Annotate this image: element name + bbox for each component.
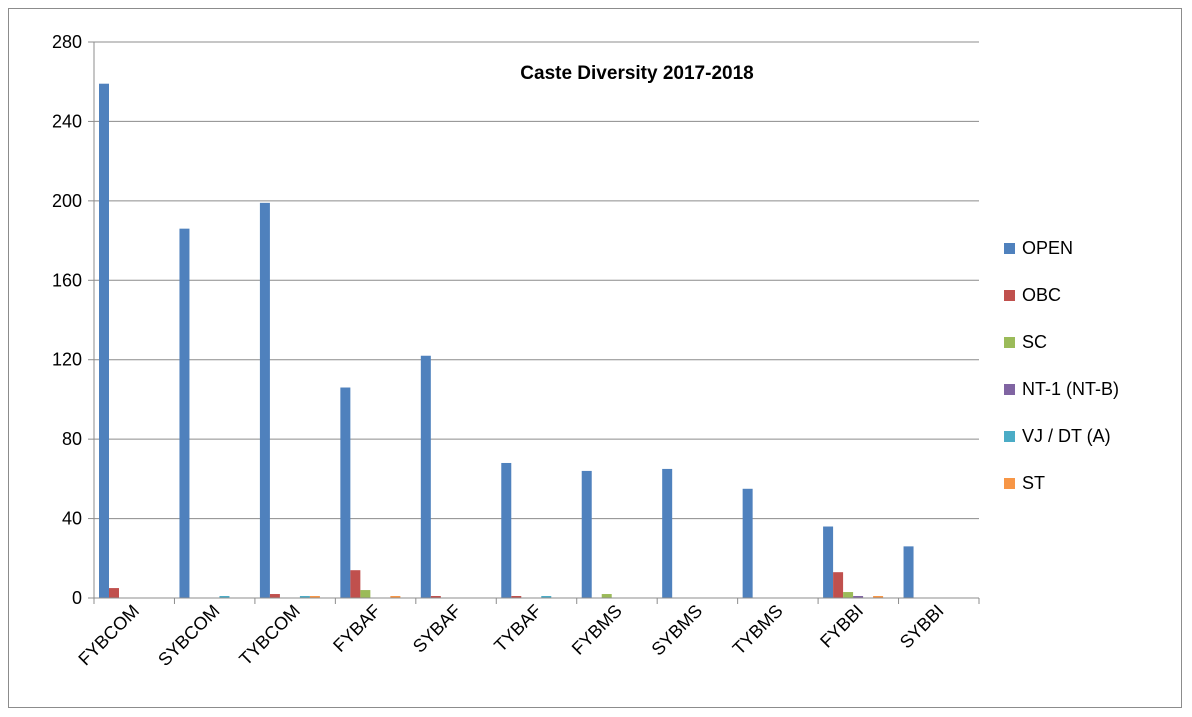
y-tick-label: 280 — [52, 32, 82, 52]
x-tick-label: TYBAF — [490, 601, 545, 656]
bar-obc-fybaf — [350, 570, 361, 598]
x-tick-label: FYBBI — [816, 601, 867, 652]
y-tick-label: 40 — [62, 509, 82, 529]
bar-vj-dt-a--tybaf — [541, 596, 552, 598]
bar-obc-fybbi — [833, 572, 844, 598]
x-tick-label: FYBAF — [329, 601, 384, 656]
bars — [99, 83, 914, 599]
y-tick-label: 80 — [62, 429, 82, 449]
bar-open-tybcom — [259, 202, 270, 599]
y-tick-label: 200 — [52, 191, 82, 211]
y-axis-ticks: 0 40 80 120 160 200 240 280 — [52, 32, 94, 608]
bar-open-fybbi — [823, 526, 834, 598]
x-tick-label: SYBCOM — [154, 601, 223, 670]
x-tick-label: SYBAF — [409, 601, 465, 657]
legend: OPEN OBC SC NT-1 (NT-B) VJ / DT (A) ST — [1004, 238, 1119, 493]
bar-obc-tybaf — [511, 596, 522, 598]
bar-open-tybaf — [501, 462, 512, 598]
y-tick-label: 240 — [52, 111, 82, 131]
bar-obc-sybaf — [430, 596, 441, 598]
legend-swatch — [1004, 290, 1015, 301]
bar-open-sybcom — [179, 228, 190, 598]
bar-vj-dt-a--sybcom — [219, 596, 230, 598]
x-tick-label: SYBMS — [648, 601, 707, 660]
bar-obc-tybcom — [269, 594, 280, 598]
bar-vj-dt-a--tybcom — [299, 596, 310, 598]
chart-frame: 0 40 80 120 160 200 240 280 FYBCOM SYBCOM TYBCOM F… — [8, 8, 1182, 708]
y-tick-label: 120 — [52, 350, 82, 370]
legend-label: OBC — [1022, 285, 1061, 305]
legend-swatch — [1004, 243, 1015, 254]
legend-swatch — [1004, 478, 1015, 489]
bar-sc-fybms — [601, 594, 612, 598]
gridlines — [94, 41, 979, 520]
bar-st-fybbi — [873, 596, 884, 598]
bar-open-fybcom — [99, 83, 109, 598]
legend-swatch — [1004, 337, 1015, 348]
legend-swatch — [1004, 431, 1015, 442]
bar-open-fybaf — [340, 387, 351, 598]
legend-label: NT-1 (NT-B) — [1022, 379, 1119, 399]
x-tick-label: SYBBI — [896, 601, 948, 653]
bar-nt-1-nt-b--fybbi — [853, 596, 864, 598]
y-tick-label: 0 — [72, 588, 82, 608]
chart-title: Caste Diversity 2017-2018 — [520, 63, 753, 84]
x-tick-label: TYBMS — [729, 601, 787, 659]
bar-open-fybms — [581, 470, 592, 598]
axes — [93, 42, 979, 599]
legend-label: SC — [1022, 332, 1047, 352]
x-tick-label: FYBCOM — [74, 601, 143, 670]
legend-swatch — [1004, 384, 1015, 395]
bar-st-fybaf — [390, 596, 401, 598]
x-axis-ticks: FYBCOM SYBCOM TYBCOM FYBAF SYBAF TYBAF FYBMS SY… — [74, 598, 980, 670]
legend-label: VJ / DT (A) — [1022, 426, 1111, 446]
bar-obc-fybcom — [109, 588, 119, 598]
x-tick-label: TYBCOM — [235, 601, 304, 670]
bar-st-tybcom — [309, 596, 320, 598]
x-tick-label: FYBMS — [568, 601, 626, 659]
legend-label: OPEN — [1022, 238, 1073, 258]
bar-open-sybaf — [420, 355, 431, 598]
legend-label: ST — [1022, 473, 1045, 493]
y-tick-label: 160 — [52, 270, 82, 290]
bar-sc-fybbi — [843, 592, 854, 598]
bar-sc-fybaf — [360, 590, 371, 598]
bar-open-sybms — [662, 468, 673, 598]
bar-open-sybbi — [903, 546, 914, 598]
bar-open-tybms — [742, 488, 753, 598]
